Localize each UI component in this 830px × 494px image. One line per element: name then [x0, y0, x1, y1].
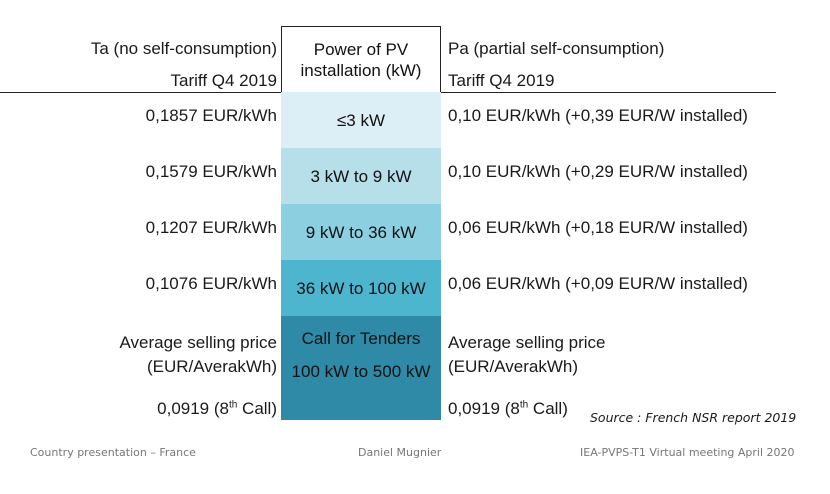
row-2-ta-value: 0,1579 EUR/kWh: [145, 162, 277, 181]
tender-right-value: 0,0919 (8th Call): [448, 399, 568, 418]
center-header-title: Power of PV installation (kW): [300, 39, 422, 80]
tender-left-label-1: Average selling price: [119, 333, 278, 352]
tender-right-label-1: Average selling price: [448, 333, 606, 352]
row-1-power-band: ≤3 kW: [281, 92, 441, 148]
row-4-ta-value: 0,1076 EUR/kWh: [145, 274, 277, 293]
footer-author: Daniel Mugnier: [358, 446, 442, 459]
tender-left-label-2: (EUR/AverakWh): [146, 357, 277, 376]
right-header-title: Pa (partial self-consumption): [448, 39, 665, 58]
row-4-power-label: 36 kW to 100 kW: [296, 278, 426, 298]
row-1-power-label: ≤3 kW: [336, 110, 386, 130]
row-1-ta-value: 0,1857 EUR/kWh: [145, 106, 277, 125]
footer-event: IEA-PVPS-T1 Virtual meeting April 2020: [580, 446, 795, 459]
left-header-subtitle: Tariff Q4 2019: [170, 71, 277, 90]
row-3-power-band: 9 kW to 36 kW: [281, 204, 441, 260]
row-1-pa-value: 0,10 EUR/kWh (+0,39 EUR/W installed): [448, 106, 748, 125]
row-4-pa-value: 0,06 EUR/kWh (+0,09 EUR/W installed): [448, 274, 748, 293]
tender-title: Call for Tenders: [301, 329, 421, 348]
row-3-power-label: 9 kW to 36 kW: [305, 222, 417, 242]
tender-left-value: 0,0919 (8th Call): [157, 399, 277, 418]
row-2-power-band: 3 kW to 9 kW: [281, 148, 441, 204]
row-2-power-label: 3 kW to 9 kW: [310, 166, 412, 186]
center-header-cell: Power of PV installation (kW): [281, 26, 441, 92]
footer-country: Country presentation – France: [30, 446, 196, 459]
row-2-pa-value: 0,10 EUR/kWh (+0,29 EUR/W installed): [448, 162, 748, 181]
row-3-pa-value: 0,06 EUR/kWh (+0,18 EUR/W installed): [448, 218, 748, 237]
right-header-subtitle: Tariff Q4 2019: [448, 71, 555, 90]
tender-range: 100 kW to 500 kW: [291, 362, 431, 381]
source-note: Source : French NSR report 2019: [590, 410, 797, 425]
left-header-title: Ta (no self-consumption): [90, 39, 277, 58]
tender-power-band: Call for Tenders 100 kW to 500 kW: [281, 316, 441, 420]
row-4-power-band: 36 kW to 100 kW: [281, 260, 441, 316]
tender-right-label-2: (EUR/AverakWh): [448, 357, 579, 376]
row-3-ta-value: 0,1207 EUR/kWh: [145, 218, 277, 237]
